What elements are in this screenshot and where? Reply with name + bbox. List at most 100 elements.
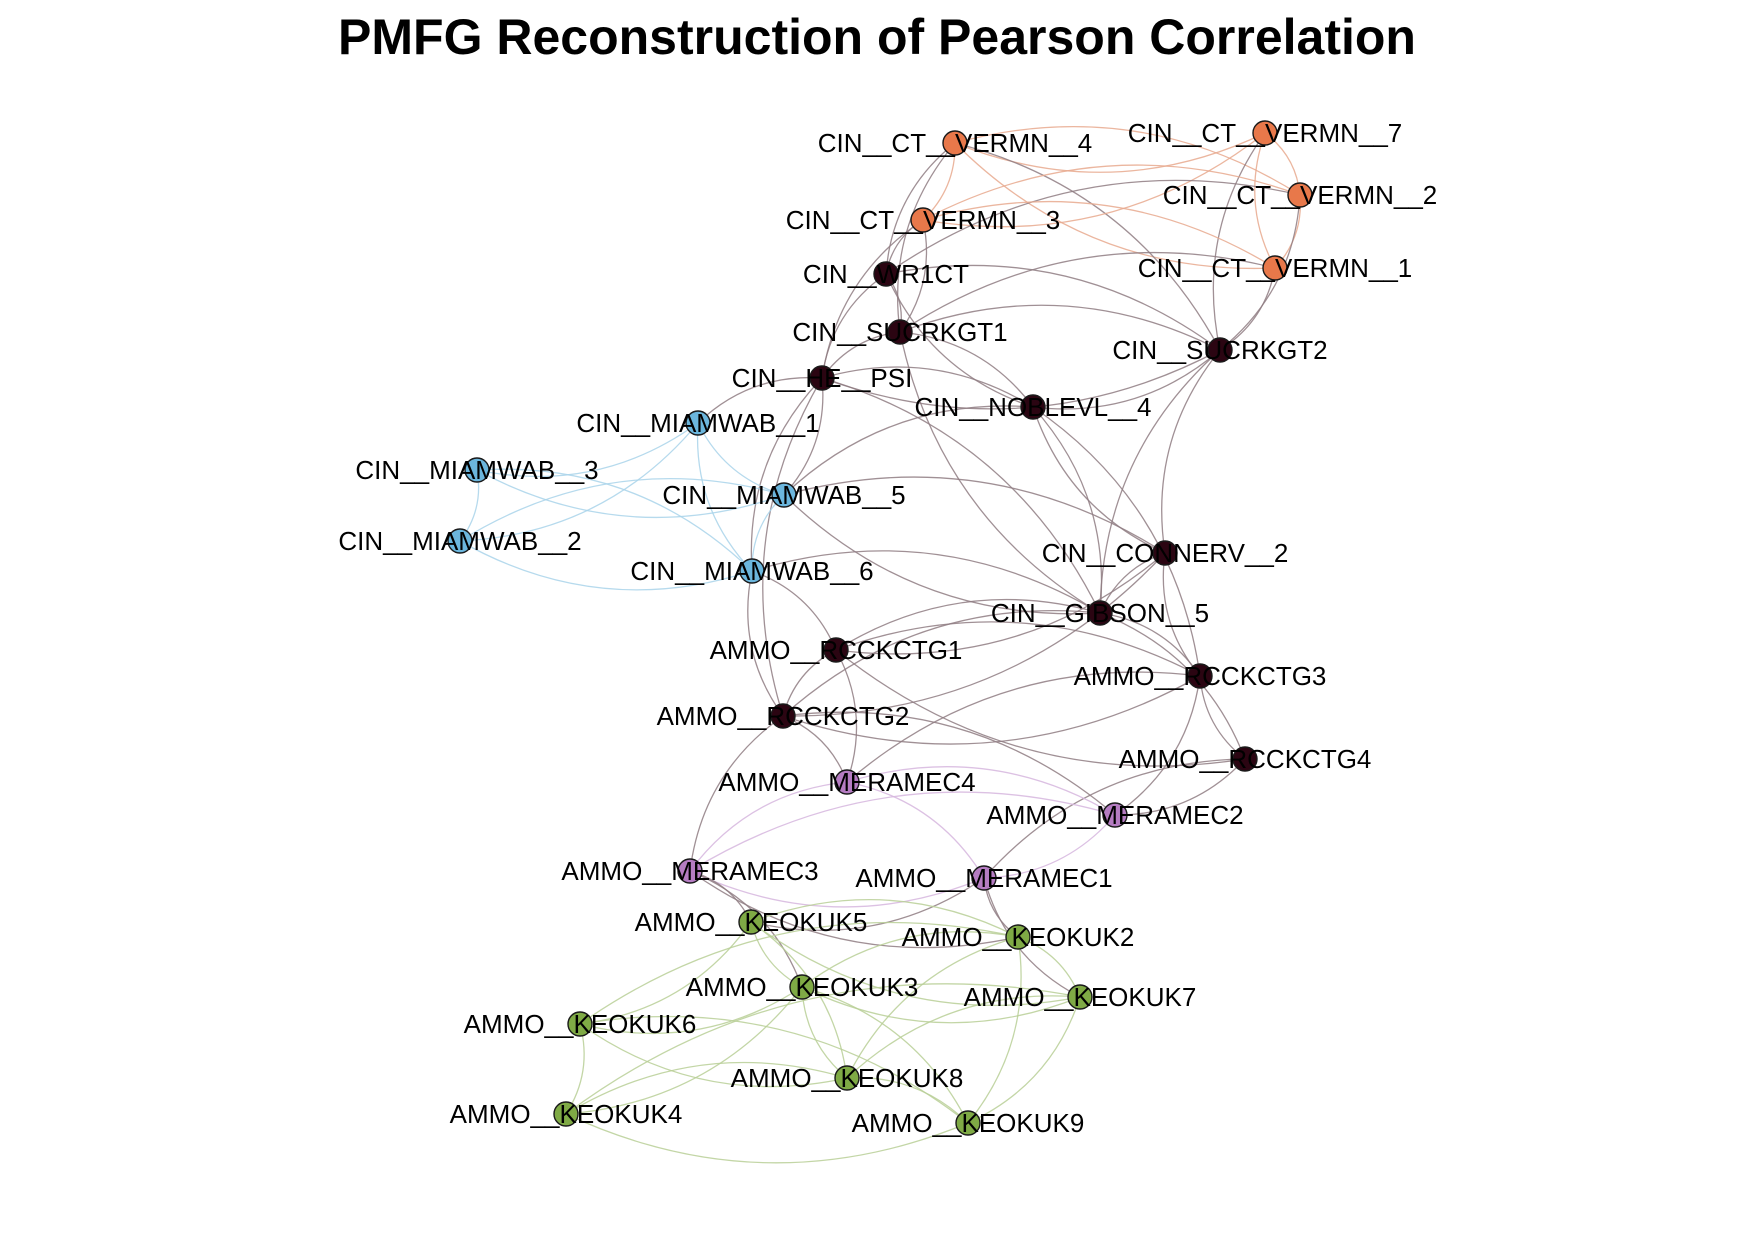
node-cin-miamwab-2[interactable] xyxy=(447,528,473,554)
node-label: CIN__CT__VERMN__2 xyxy=(1163,180,1438,210)
edge xyxy=(1114,758,1246,816)
node-ammo-keokuk3[interactable] xyxy=(789,974,815,1000)
node-ammo-keokuk7[interactable] xyxy=(1067,984,1093,1010)
edge xyxy=(579,921,1019,1025)
node-label: CIN__MIAMWAB__1 xyxy=(576,408,819,438)
node-ammo-keokuk4[interactable] xyxy=(553,1101,579,1127)
node-label: AMMO__KEOKUK2 xyxy=(902,922,1135,952)
edge xyxy=(782,610,1101,717)
node-label: AMMO__RCCKCTG3 xyxy=(1074,661,1327,691)
node-label: AMMO__RCCKCTG1 xyxy=(710,635,963,665)
node-cin-sucrkgt1[interactable] xyxy=(887,319,913,345)
node-label: CIN__MIAMWAB__2 xyxy=(338,526,581,556)
edge xyxy=(1219,194,1301,351)
edge xyxy=(751,550,1101,614)
edge xyxy=(565,986,803,1115)
edge xyxy=(954,132,1266,173)
edge xyxy=(689,791,1116,872)
node-ammo-meramec3[interactable] xyxy=(677,858,703,884)
node-cin-wr1ct[interactable] xyxy=(873,261,899,287)
node-cin-ct-vermn-4[interactable] xyxy=(942,130,968,156)
node-label: AMMO__MERAMEC4 xyxy=(718,767,975,797)
node-ammo-keokuk2[interactable] xyxy=(1005,924,1031,950)
node-cin-ct-vermn-1[interactable] xyxy=(1262,255,1288,281)
node-cin-miamwab-3[interactable] xyxy=(464,457,490,483)
node-label: CIN__NOBLEVL__4 xyxy=(914,392,1151,422)
edge xyxy=(801,986,1081,1024)
node-label: CIN__MIAMWAB__6 xyxy=(630,556,873,586)
node-label: AMMO__KEOKUK3 xyxy=(686,972,919,1002)
node-cin-miamwab-5[interactable] xyxy=(771,482,797,508)
edge xyxy=(1032,406,1201,677)
node-cin-ct-vermn-2[interactable] xyxy=(1287,182,1313,208)
node-cin-miamwab-1[interactable] xyxy=(685,410,711,436)
edge xyxy=(579,1015,969,1124)
node-cin-ct-vermn-7[interactable] xyxy=(1252,120,1278,146)
edge xyxy=(689,870,1019,949)
node-label: CIN__HE__PSI xyxy=(732,363,913,393)
node-ammo-keokuk6[interactable] xyxy=(567,1011,593,1037)
node-ammo-meramec2[interactable] xyxy=(1102,802,1128,828)
edge xyxy=(899,251,1276,333)
edge xyxy=(689,870,985,908)
edge xyxy=(689,715,784,872)
edge xyxy=(967,996,1081,1124)
node-cin-gibson-5[interactable] xyxy=(1087,600,1113,626)
node-label: AMMO__KEOKUK6 xyxy=(464,1009,697,1039)
node-label: CIN__CONNERV__2 xyxy=(1042,538,1289,568)
node-label: CIN__CT__VERMN__7 xyxy=(1128,118,1403,148)
edge xyxy=(459,422,699,542)
edge xyxy=(885,142,956,275)
edge xyxy=(782,552,1166,717)
node-label: AMMO__KEOKUK5 xyxy=(635,907,868,937)
edge xyxy=(747,570,784,717)
node-ammo-keokuk9[interactable] xyxy=(955,1110,981,1136)
node-label: AMMO__RCCKCTG4 xyxy=(1119,744,1372,774)
node-cin-connerv-2[interactable] xyxy=(1152,540,1178,566)
node-ammo-keokuk5[interactable] xyxy=(738,909,764,935)
edge xyxy=(899,304,1221,351)
node-ammo-meramec1[interactable] xyxy=(971,865,997,891)
node-ammo-meramec4[interactable] xyxy=(834,769,860,795)
node-label: AMMO__KEOKUK9 xyxy=(852,1108,1085,1138)
edge xyxy=(783,476,1166,554)
node-ammo-rcckctg3[interactable] xyxy=(1187,663,1213,689)
node-ammo-rcckctg2[interactable] xyxy=(770,703,796,729)
node-label: AMMO__KEOKUK4 xyxy=(450,1099,683,1129)
node-cin-sucrkgt2[interactable] xyxy=(1207,337,1233,363)
node-cin-ct-vermn-3[interactable] xyxy=(910,207,936,233)
edge xyxy=(579,1023,848,1088)
edge xyxy=(476,469,785,519)
edge xyxy=(835,598,1101,651)
edge xyxy=(967,936,1022,1124)
node-label: AMMO__MERAMEC1 xyxy=(855,863,1112,893)
edge xyxy=(459,478,785,542)
node-label: CIN__CT__VERMN__3 xyxy=(786,205,1061,235)
edge xyxy=(885,264,1221,351)
node-cin-noblevl-4[interactable] xyxy=(1020,394,1046,420)
node-ammo-rcckctg4[interactable] xyxy=(1232,746,1258,772)
edge xyxy=(750,877,985,931)
edge xyxy=(801,931,1019,988)
edge xyxy=(821,219,924,379)
node-label: CIN__WR1CT xyxy=(803,259,969,289)
node-cin-he-psi[interactable] xyxy=(809,365,835,391)
edge xyxy=(1161,349,1221,554)
edge xyxy=(922,164,1301,221)
node-ammo-rcckctg1[interactable] xyxy=(823,637,849,663)
edge xyxy=(762,377,823,717)
edge xyxy=(983,814,1116,879)
node-cin-miamwab-6[interactable] xyxy=(739,558,765,584)
edge xyxy=(1032,349,1221,410)
edge xyxy=(783,405,1034,496)
edge xyxy=(697,376,823,424)
edge xyxy=(1114,675,1201,816)
node-ammo-keokuk8[interactable] xyxy=(834,1065,860,1091)
node-label: CIN__MIAMWAB__3 xyxy=(355,455,598,485)
edge xyxy=(899,331,1101,614)
edge xyxy=(1032,406,1103,614)
edge xyxy=(846,995,1081,1079)
edge xyxy=(696,422,753,572)
edge xyxy=(476,422,699,478)
